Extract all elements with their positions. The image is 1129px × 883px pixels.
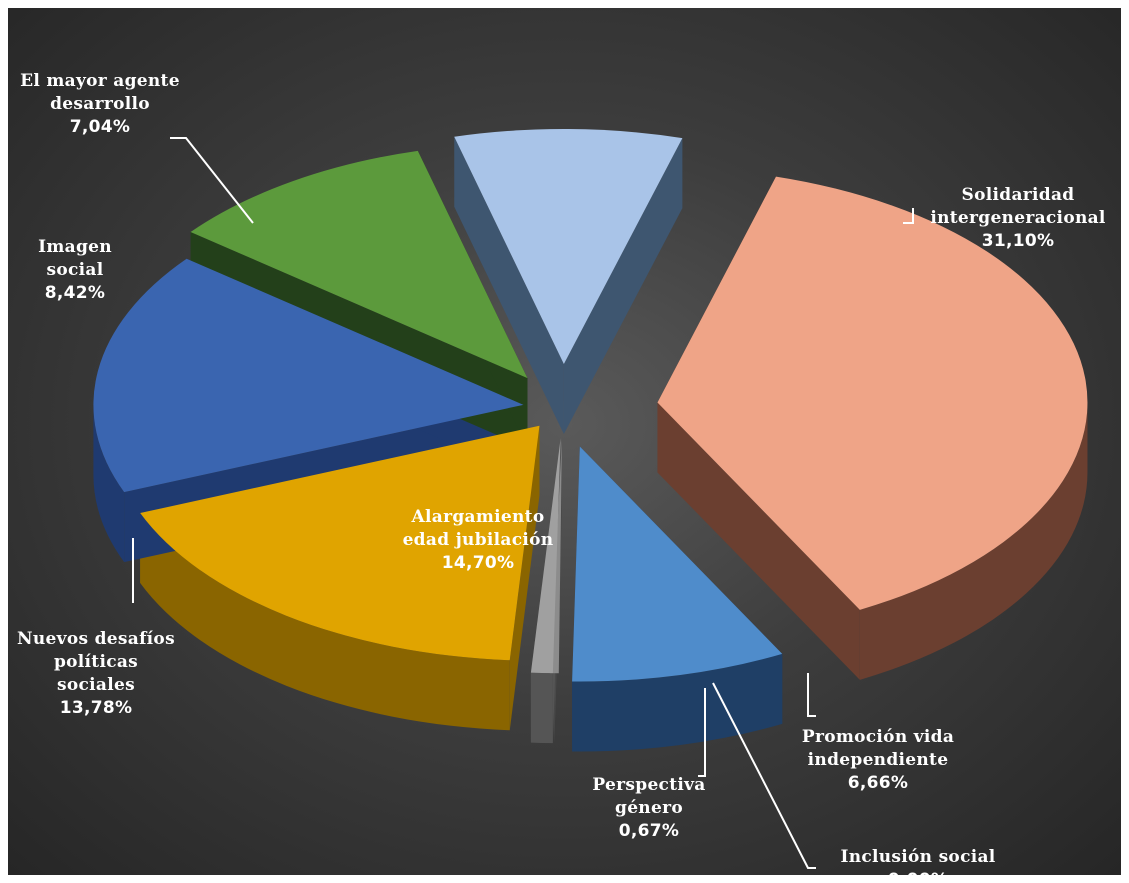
slice-outer-wall-3-0 bbox=[530, 672, 553, 744]
slice-outer-wall-0-0 bbox=[859, 402, 1088, 680]
data-label-3-value: 0,67% bbox=[618, 821, 680, 841]
data-label-7: El mayor agente desarrollo 7,04% bbox=[20, 70, 180, 139]
data-label-0-line-1: intergeneracional bbox=[930, 208, 1106, 228]
data-label-3: Perspectiva género 0,67% bbox=[592, 774, 705, 843]
data-label-3-line-0: Perspectiva bbox=[592, 775, 706, 795]
pie-slice-0 bbox=[657, 176, 1088, 610]
pie-chart bbox=[93, 129, 1088, 869]
data-label-5-line-2: sociales bbox=[57, 675, 135, 695]
data-label-5-line-0: Nuevos desafíos bbox=[17, 629, 175, 649]
slice-outer-wall-5-0 bbox=[93, 404, 125, 563]
slice-outer-wall-4-0 bbox=[140, 513, 510, 731]
data-label-5-value: 13,78% bbox=[59, 698, 133, 718]
data-label-5-line-1: políticas bbox=[53, 652, 139, 672]
data-label-7-value: 7,04% bbox=[69, 117, 131, 137]
leader-line-3 bbox=[698, 688, 706, 777]
data-label-2-value: 0,00% bbox=[840, 869, 995, 875]
pie-slice-7 bbox=[454, 129, 683, 365]
slice-radial-wall-7-1 bbox=[563, 138, 683, 435]
slice-outer-wall-1-0 bbox=[572, 653, 783, 752]
data-label-4-line-1: edad jubilación bbox=[402, 530, 554, 550]
data-label-6-line-1: social bbox=[46, 260, 104, 280]
data-label-2-line-0: Inclusión social bbox=[840, 847, 996, 867]
data-label-0-line-0: Solidaridad bbox=[961, 185, 1075, 205]
data-label-4-value: 14,70% bbox=[441, 553, 515, 573]
data-label-4: Alargamiento edad jubilación 14,70% bbox=[403, 506, 554, 575]
data-label-6: Imagen social 8,42% bbox=[38, 236, 112, 305]
data-label-1: Promoción vida independiente 6,66% bbox=[802, 726, 954, 795]
data-label-3-line-1: género bbox=[615, 798, 683, 818]
chart-area: Solidaridad intergeneracional 31,10% Promoc… bbox=[8, 8, 1121, 875]
slice-radial-wall-4-0 bbox=[509, 425, 540, 731]
data-label-1-line-0: Promoción vida bbox=[801, 727, 955, 747]
data-label-6-value: 8,42% bbox=[44, 283, 106, 303]
pie-slice-1 bbox=[572, 446, 783, 682]
data-label-1-value: 6,66% bbox=[847, 773, 909, 793]
leader-line-0 bbox=[903, 208, 914, 224]
pie-slice-3 bbox=[530, 438, 561, 674]
data-label-5: Nuevos desafíos políticas sociales 13,78% bbox=[17, 628, 175, 720]
leader-line-2 bbox=[712, 682, 816, 869]
data-label-0: Solidaridad intergeneracional 31,10% bbox=[930, 184, 1105, 253]
leader-line-7 bbox=[170, 137, 254, 224]
pie-slice-5 bbox=[93, 258, 524, 493]
data-label-7-line-1: desarrollo bbox=[50, 94, 150, 114]
pie-slice-4 bbox=[140, 425, 540, 661]
data-label-2: Inclusión social 0,00% bbox=[840, 846, 995, 875]
data-label-7-line-0: El mayor agente bbox=[20, 71, 180, 91]
leader-line-1 bbox=[807, 673, 816, 717]
pie-slice-6 bbox=[190, 150, 528, 379]
data-label-4-line-0: Alargamiento bbox=[411, 507, 545, 527]
data-label-1-line-1: independiente bbox=[807, 750, 949, 770]
data-label-0-value: 31,10% bbox=[981, 231, 1055, 251]
slice-radial-wall-0-1 bbox=[657, 402, 860, 680]
data-label-6-line-0: Imagen bbox=[38, 237, 112, 257]
slice-radial-wall-7-0 bbox=[454, 136, 564, 435]
